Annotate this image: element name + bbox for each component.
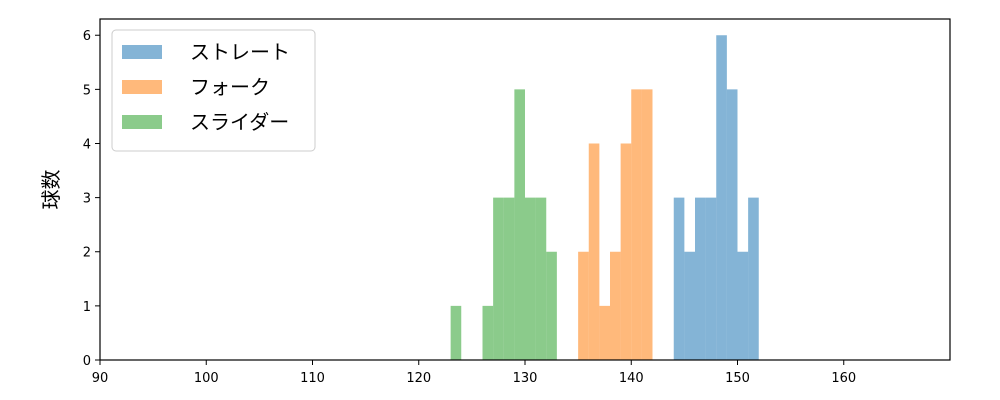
legend-label: フォーク [190,75,270,99]
bar-series-1-bin-138 [610,251,621,360]
bar-series-1-bin-137 [599,305,610,360]
y-axis-label: 球数 [39,170,63,210]
bar-series-0-bin-150 [737,251,749,360]
x-tick-label: 90 [92,371,109,386]
bar-series-0-bin-149 [726,89,738,360]
x-tick-label: 120 [406,371,431,386]
bar-series-2-bin-132 [546,251,557,360]
bar-series-2-bin-130 [525,197,536,360]
x-axis: 90 100 110 120 130 140 150 160 [92,360,856,386]
bar-series-1-bin-135 [578,251,589,360]
x-tick-label: 130 [513,371,538,386]
bar-series-1-bin-140 [631,89,642,360]
bar-series-2-bin-128 [503,197,515,360]
y-axis: 0 1 2 3 4 5 6 [83,29,100,369]
bar-series-1-bin-139 [620,143,632,360]
y-tick-label: 0 [83,354,91,369]
x-tick-label: 150 [725,371,750,386]
legend-swatch [122,115,162,129]
bar-series-0-bin-146 [695,197,706,360]
bar-series-1-bin-141 [641,89,653,360]
legend-swatch [122,45,162,59]
bars-layer [450,35,759,360]
x-tick-label: 110 [300,371,325,386]
bar-series-0-bin-147 [705,197,717,360]
y-tick-label: 1 [83,300,91,315]
bar-series-2-bin-127 [493,197,504,360]
y-tick-label: 2 [83,246,91,261]
x-tick-label: 100 [194,371,219,386]
legend-label: スライダー [190,110,289,134]
bar-series-2-bin-129 [514,89,525,360]
y-tick-label: 3 [83,192,91,207]
x-tick-label: 160 [831,371,856,386]
y-tick-label: 6 [83,29,91,44]
legend-box [111,29,316,152]
bar-series-0-bin-144 [673,197,685,360]
y-tick-label: 4 [83,137,91,152]
legend-swatch [122,80,162,94]
x-tick-label: 140 [619,371,644,386]
bar-series-0-bin-151 [748,197,759,360]
bar-series-1-bin-136 [588,143,600,360]
bar-series-0-bin-148 [716,35,727,360]
bar-series-2-bin-123 [450,305,462,360]
bar-series-0-bin-145 [684,251,695,360]
bar-series-2-bin-131 [535,197,547,360]
y-tick-label: 5 [83,83,91,98]
legend-label: ストレート [190,40,290,64]
bar-series-2-bin-126 [482,305,494,360]
